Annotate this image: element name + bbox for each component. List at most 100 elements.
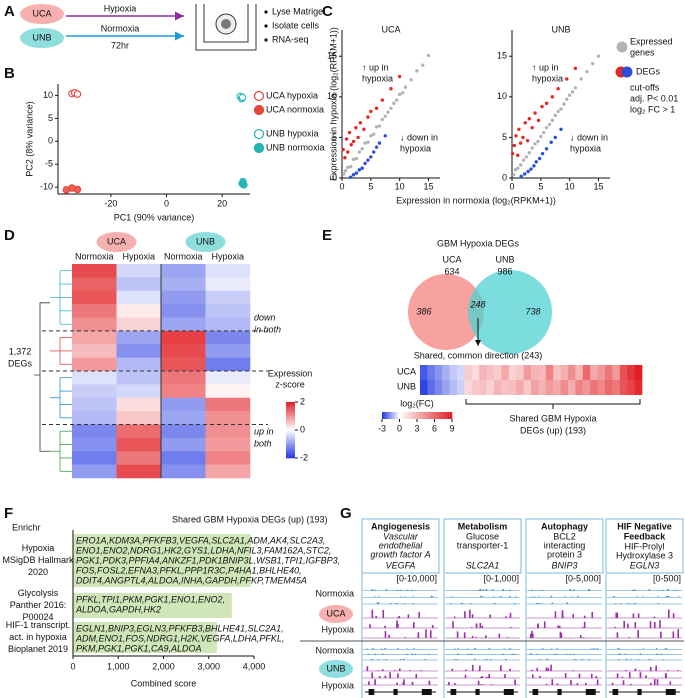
track-peak <box>551 602 554 604</box>
heat-cell <box>116 424 162 439</box>
track-peak <box>494 603 497 604</box>
track-peak <box>550 648 553 650</box>
category-label: P00024 <box>22 612 53 622</box>
legend-label: log₂ FC > 1 <box>630 104 675 114</box>
point <box>539 134 543 139</box>
track-peak <box>451 596 454 598</box>
track-peak <box>474 658 476 660</box>
strip-cell <box>575 365 584 380</box>
set-total: 634 <box>444 266 459 276</box>
track-peak <box>510 627 512 628</box>
colorbar-label: z-score <box>275 379 305 389</box>
track-peak <box>572 653 575 655</box>
y-tick-label: 10 <box>497 91 507 101</box>
group-badge <box>319 605 353 623</box>
colorbar-segment <box>402 412 405 419</box>
track-peak <box>633 603 636 604</box>
colorbar-segment <box>447 412 450 419</box>
point <box>397 92 402 97</box>
category-label: HIF-1 transcript. <box>6 620 71 630</box>
colorbar-segment <box>418 412 421 419</box>
x-tick-label: 10 <box>565 181 575 191</box>
track-peak <box>388 634 390 638</box>
heat-cell <box>72 344 117 358</box>
track-peak <box>412 603 414 604</box>
point <box>553 135 557 140</box>
track-range: [0-5,000] <box>565 573 601 583</box>
legend-label: DEGs <box>636 66 661 76</box>
point <box>525 138 530 143</box>
strip-cell <box>471 380 480 395</box>
x-tick-label: 15 <box>423 181 433 191</box>
track-peak <box>642 648 645 650</box>
colorbar-tick-label: -2 <box>300 452 308 462</box>
annotation: in both <box>254 324 281 334</box>
track-peak <box>659 620 661 628</box>
track-peak <box>632 613 635 618</box>
point <box>565 97 569 101</box>
colorbar-segment <box>382 412 384 419</box>
annotation: both <box>254 438 272 448</box>
track-peak <box>575 659 577 660</box>
strip-cell <box>612 365 621 380</box>
legend-label: UCA hypoxia <box>266 90 318 100</box>
strip-cell <box>634 365 643 380</box>
point <box>395 98 399 102</box>
heat-cell <box>205 304 251 318</box>
set-unique: 386 <box>416 306 431 316</box>
point <box>524 155 529 159</box>
heat-cell <box>161 464 206 479</box>
group-label: UCA <box>107 236 126 246</box>
strip-cell <box>545 380 554 395</box>
track-peak <box>639 653 642 655</box>
track-peak <box>453 616 456 618</box>
track-peak <box>664 648 666 650</box>
strip-cell <box>538 365 547 380</box>
track-peak <box>637 630 639 638</box>
track-peak <box>381 653 384 655</box>
point <box>348 164 353 169</box>
track-peak <box>371 677 374 678</box>
heat-cell <box>161 437 206 452</box>
gene-description: Hydroxylase 3 <box>616 550 673 560</box>
track-peak <box>624 670 627 671</box>
track-peak <box>509 612 512 618</box>
strip-cell <box>427 380 436 395</box>
colorbar-segment <box>286 456 295 459</box>
track-peak <box>471 664 474 671</box>
heat-cell <box>72 330 117 345</box>
colorbar-segment <box>390 412 393 419</box>
track-peak <box>486 659 488 660</box>
track-peak <box>469 609 471 618</box>
track-peak <box>390 603 392 604</box>
colorbar-segment <box>286 431 295 434</box>
track-peak <box>384 625 386 628</box>
track-peak <box>583 615 586 618</box>
header-box <box>525 518 604 574</box>
track-peak <box>588 659 590 660</box>
colorbar-tick-label: 6 <box>432 423 437 433</box>
colorbar-tick-label: 9 <box>449 423 454 433</box>
bullet <box>264 38 268 42</box>
colorbar-segment <box>286 424 295 427</box>
heat-cell <box>72 451 117 465</box>
legend-marker <box>253 128 265 140</box>
point <box>348 175 353 179</box>
track-peak <box>493 596 495 598</box>
point <box>516 153 520 157</box>
legend-marker <box>253 90 265 102</box>
colorbar-segment <box>449 412 451 419</box>
track-peak <box>478 670 481 671</box>
track-peak <box>667 596 670 598</box>
colorbar-segment <box>286 428 295 431</box>
heat-cell <box>161 304 206 318</box>
track-peak <box>530 670 533 671</box>
y-tick-label: 10 <box>327 91 337 101</box>
point <box>403 85 408 89</box>
strip-cell <box>494 380 502 395</box>
track-peak <box>389 672 391 678</box>
heat-cell <box>116 304 162 318</box>
track-peak <box>639 672 642 678</box>
heat-cell <box>116 344 162 358</box>
track-peak <box>675 589 678 591</box>
